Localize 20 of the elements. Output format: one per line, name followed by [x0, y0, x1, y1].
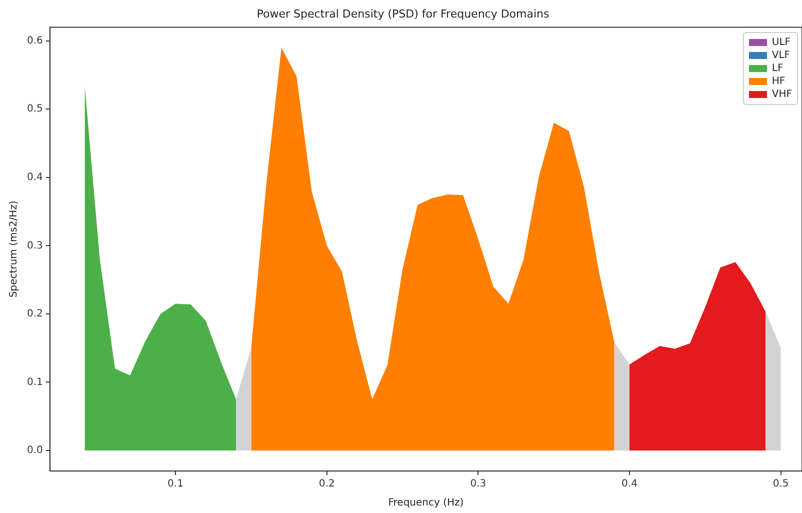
legend-label: ULF: [772, 36, 791, 49]
legend-label: VLF: [772, 49, 790, 62]
y-tick-label: 0.1: [26, 376, 43, 388]
x-tick-label: 0.4: [622, 478, 638, 490]
x-axis-title: Frequency (Hz): [388, 498, 464, 509]
y-tick-label: 0.5: [26, 104, 43, 115]
y-tick-label: 0.0: [26, 445, 43, 456]
x-tick-label: 0.1: [168, 478, 184, 490]
y-tick-label: 0.3: [26, 240, 43, 252]
x-tick-label: 0.3: [470, 478, 486, 490]
x-tick-label: 0.5: [772, 478, 789, 490]
legend-label: HF: [772, 75, 786, 88]
chart-title: Power Spectral Density (PSD) for Frequency Domains: [256, 7, 550, 20]
y-tick-label: 0.6: [26, 35, 43, 46]
legend-label: VHF: [772, 88, 792, 101]
y-tick-label: 0.4: [26, 172, 43, 184]
y-tick-label: 0.2: [26, 308, 43, 320]
x-tick-label: 0.2: [318, 478, 335, 490]
legend-label: LF: [772, 62, 784, 75]
y-axis-title: Spectrum (ms2/Hz): [8, 200, 20, 298]
